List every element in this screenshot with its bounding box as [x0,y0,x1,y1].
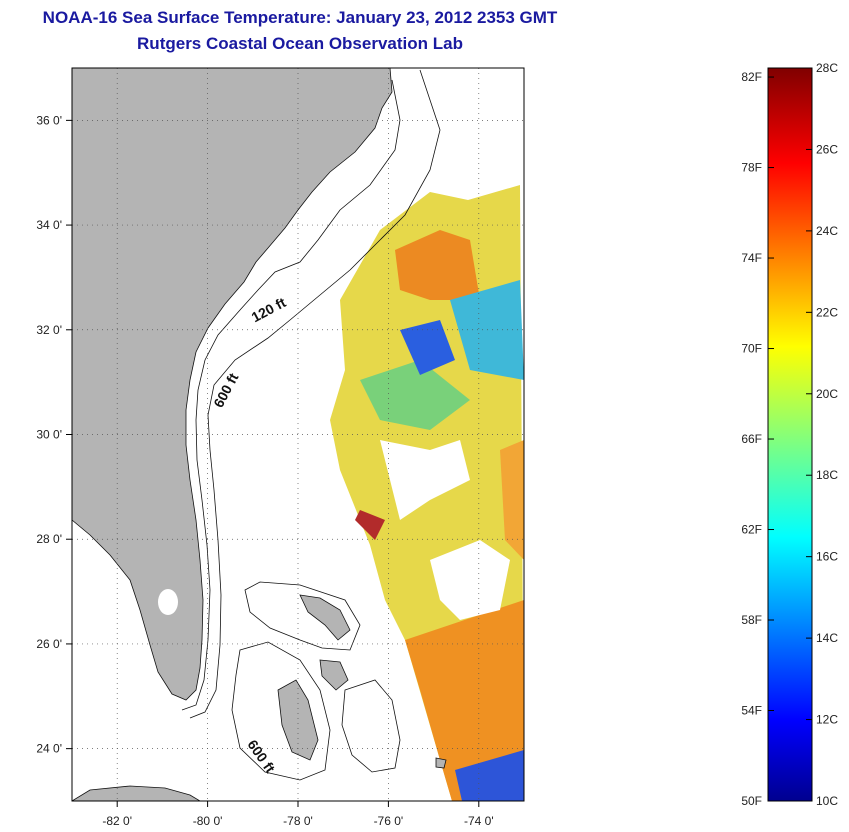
colorbar-c-label-8: 26C [816,142,838,156]
plot-frame [71,67,525,802]
colorbar-f-label-4: 66F [741,432,762,446]
colorbar-c-label-2: 14C [816,631,838,645]
colorbar-c-label-7: 24C [816,224,838,238]
colorbar-c-label-1: 12C [816,713,838,727]
lat-tick-label-3: 30 0' [36,428,62,442]
colorbar-f-label-6: 74F [741,251,762,265]
map-grid [66,68,524,807]
longitude-tick-labels: -82 0' -80 0' -78 0' -76 0' -74 0' [102,814,493,828]
colorbar-f-label-8: 82F [741,70,762,84]
colorbar-c-label-4: 18C [816,468,838,482]
lon-tick-label-4: -74 0' [464,814,494,828]
island-bottom [72,785,201,801]
colorbar-fahrenheit-labels: 50F 54F 58F 62F 66F 70F 74F 78F 82F [741,70,774,808]
colorbar-c-label-3: 16C [816,550,838,564]
map-title: NOAA-16 Sea Surface Temperature: January… [42,8,558,27]
lat-tick-label-2: 28 0' [36,532,62,546]
colorbar-f-label-3: 62F [741,523,762,537]
colorbar-c-label-5: 20C [816,387,838,401]
contour-label-2: 600 ft [244,737,278,776]
island-abaco [299,594,351,641]
island-eleuthera [319,659,349,691]
lon-tick-label-2: -78 0' [283,814,313,828]
colorbar-c-label-6: 22C [816,305,838,319]
colorbar-f-label-5: 70F [741,342,762,356]
colorbar-f-label-0: 50F [741,794,762,808]
colorbar-f-label-7: 78F [741,161,762,175]
map-subtitle: Rutgers Coastal Ocean Observation Lab [137,34,463,53]
colorbar-c-label-9: 28C [816,61,838,75]
latitude-tick-labels: 24 0' 26 0' 28 0' 30 0' 32 0' 34 0' 36 0' [36,113,62,755]
lake-okeechobee [158,589,178,615]
contour-bahamas [244,581,361,651]
colorbar-celsius-labels: 10C 12C 14C 16C 18C 20C 22C 24C 26C 28C [806,61,838,808]
contour-labels: 120 ft 600 ft 600 ft [210,294,289,776]
lat-tick-label-4: 32 0' [36,323,62,337]
lat-tick-label-0: 24 0' [36,742,62,756]
lat-tick-label-6: 36 0' [36,113,62,127]
contour-label-0: 120 ft [249,294,289,325]
colorbar-f-label-2: 58F [741,613,762,627]
lon-tick-label-3: -76 0' [374,814,404,828]
sst-swath [330,185,524,801]
lat-tick-label-5: 34 0' [36,218,62,232]
land-mainland [72,68,393,701]
island-small [435,757,447,769]
contour-600ft [189,69,441,719]
lon-tick-label-0: -82 0' [102,814,132,828]
colorbar [767,67,813,802]
contour-bahamas-east [341,679,401,773]
contour-bahamas-south [231,641,331,781]
colorbar-f-label-1: 54F [741,704,762,718]
lon-tick-label-1: -80 0' [193,814,223,828]
lat-tick-label-1: 26 0' [36,637,62,651]
contour-label-1: 600 ft [210,370,241,410]
colorbar-c-label-0: 10C [816,794,838,808]
contour-120ft [181,79,401,711]
